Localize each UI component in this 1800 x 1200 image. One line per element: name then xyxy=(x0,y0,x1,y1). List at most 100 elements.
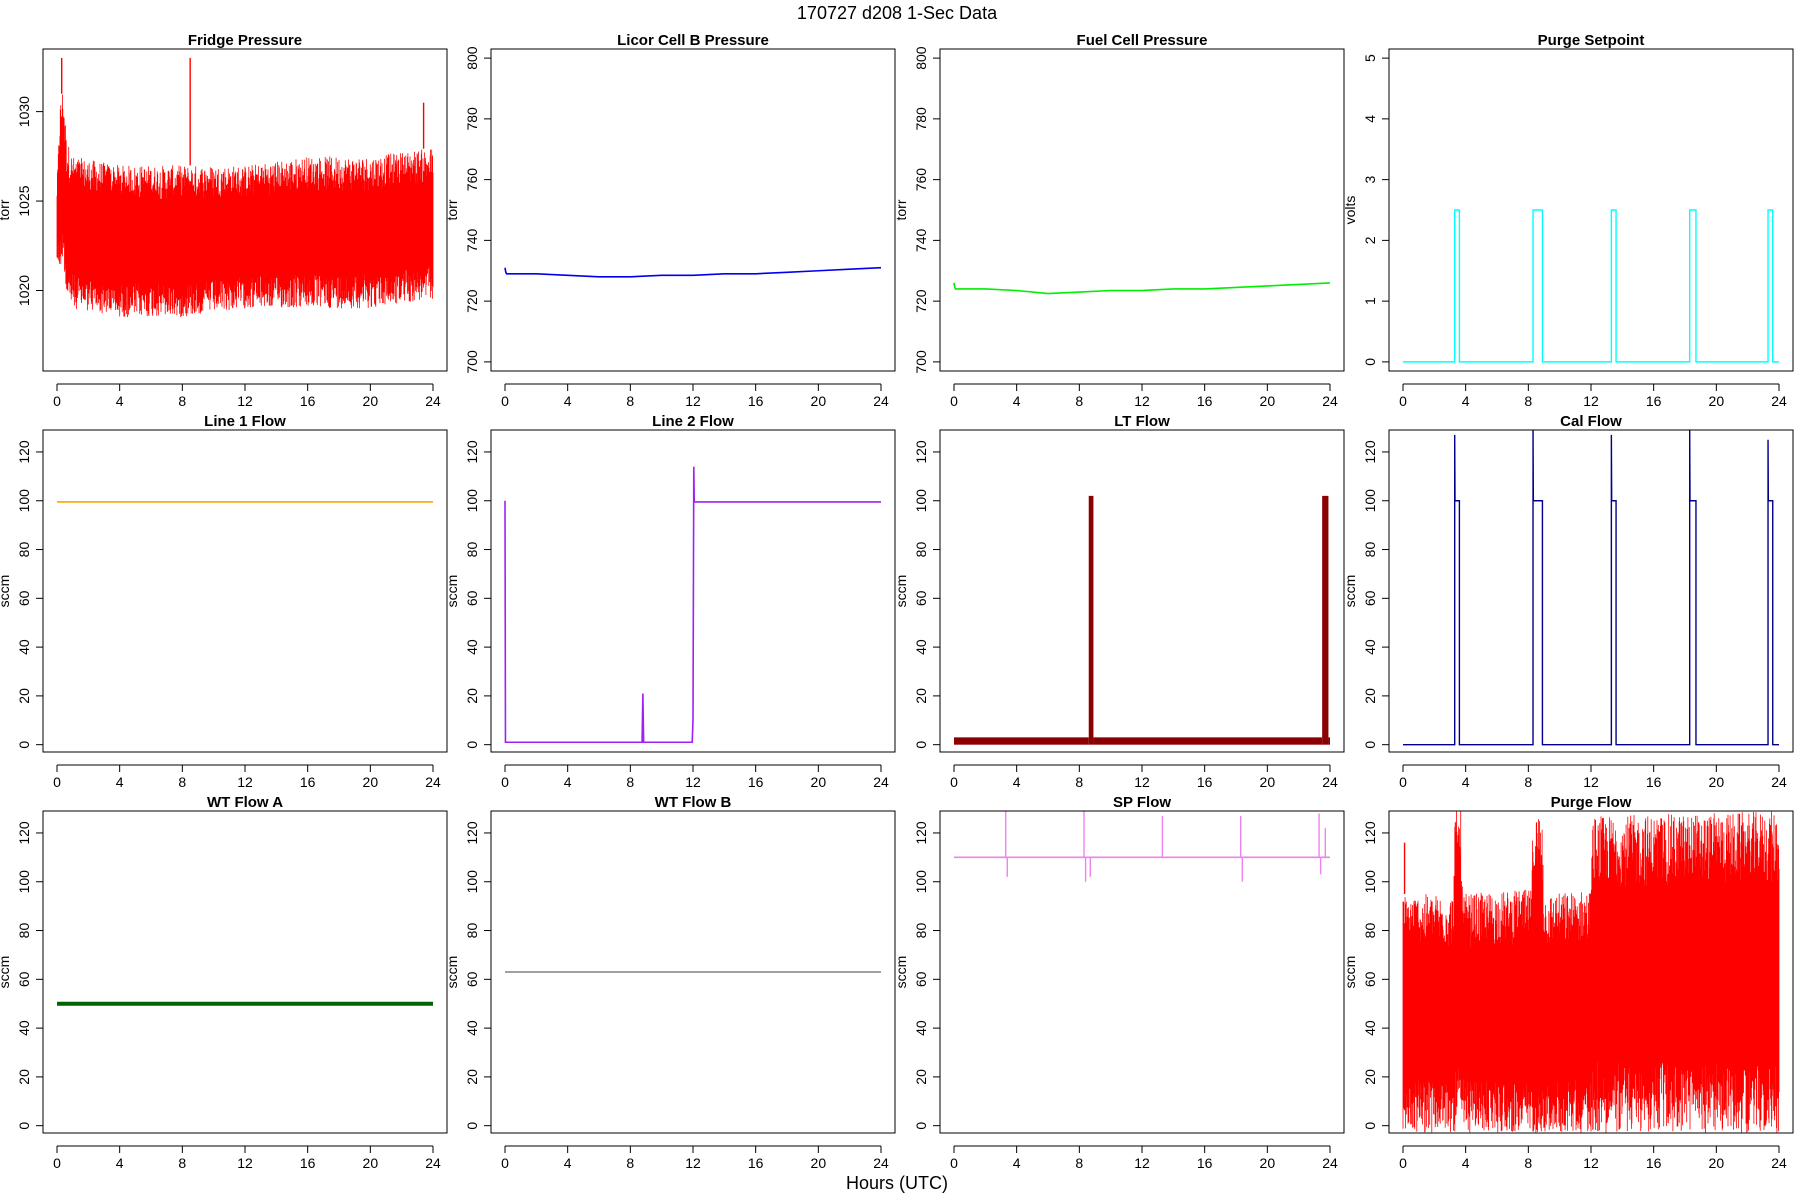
y-tick-label: 1025 xyxy=(16,185,32,216)
y-axis-label: sccm xyxy=(0,575,12,608)
panel-fridge-pressure: Fridge Pressure torr 1020 1025 1030 0 4 8 12 16 20… xyxy=(0,32,448,409)
y-tick-label: 0 xyxy=(16,741,32,749)
y-tick-label: 720 xyxy=(464,289,480,313)
plot-area xyxy=(56,57,434,318)
figure-xlabel: Hours (UTC) xyxy=(846,1173,948,1193)
x-tick-label: 12 xyxy=(237,393,253,409)
y-tick-label: 0 xyxy=(1362,358,1378,366)
series-line xyxy=(1403,209,1779,363)
plot-frame xyxy=(490,810,896,1134)
y-tick-label: 20 xyxy=(913,1069,929,1085)
panel-title: SP Flow xyxy=(1113,794,1171,811)
y-tick-label: 740 xyxy=(913,228,929,252)
y-tick-label: 0 xyxy=(913,741,929,749)
x-tick-label: 4 xyxy=(1013,1155,1021,1171)
x-tick-label: 12 xyxy=(1134,774,1150,790)
y-tick-label: 40 xyxy=(464,639,480,655)
y-tick-label: 700 xyxy=(913,350,929,374)
y-tick-label: 1020 xyxy=(16,275,32,306)
x-tick-label: 4 xyxy=(116,1155,124,1171)
x-tick-label: 20 xyxy=(1709,774,1725,790)
y-tick-label: 40 xyxy=(913,1020,929,1036)
y-tick-label: 720 xyxy=(913,289,929,313)
x-tick-label: 16 xyxy=(748,774,764,790)
x-tick-label: 24 xyxy=(425,774,441,790)
y-tick-label: 40 xyxy=(1362,1020,1378,1036)
x-tick-label: 16 xyxy=(1197,774,1213,790)
x-tick-label: 16 xyxy=(300,393,316,409)
plot-frame xyxy=(42,429,448,753)
x-tick-label: 12 xyxy=(685,774,701,790)
x-tick-label: 20 xyxy=(363,1155,379,1171)
x-tick-label: 20 xyxy=(1709,1155,1725,1171)
y-tick-label: 760 xyxy=(464,168,480,192)
panel-title: Purge Setpoint xyxy=(1538,32,1645,49)
y-tick-label: 80 xyxy=(1362,923,1378,939)
x-tick-label: 20 xyxy=(811,1155,827,1171)
y-tick-label: 100 xyxy=(913,870,929,894)
x-tick-label: 24 xyxy=(1322,774,1338,790)
y-axis-label: volts xyxy=(1342,196,1358,225)
x-tick-label: 24 xyxy=(1322,393,1338,409)
x-tick-label: 24 xyxy=(873,1155,889,1171)
y-axis-label: sccm xyxy=(0,956,12,989)
x-tick-label: 20 xyxy=(363,393,379,409)
y-tick-label: 100 xyxy=(16,870,32,894)
panel-title: WT Flow B xyxy=(655,794,732,811)
x-tick-label: 16 xyxy=(300,1155,316,1171)
y-tick-label: 40 xyxy=(16,639,32,655)
y-tick-label: 20 xyxy=(16,688,32,704)
y-tick-label: 120 xyxy=(464,821,480,845)
y-tick-label: 100 xyxy=(1362,489,1378,513)
y-tick-label: 120 xyxy=(1362,821,1378,845)
y-tick-label: 60 xyxy=(16,971,32,987)
y-tick-label: 0 xyxy=(913,1122,929,1130)
y-axis-label: sccm xyxy=(893,575,909,608)
y-tick-label: 780 xyxy=(913,107,929,131)
x-tick-label: 16 xyxy=(1646,393,1662,409)
plot-frame xyxy=(490,429,896,753)
x-tick-label: 16 xyxy=(1197,1155,1213,1171)
y-tick-label: 20 xyxy=(464,688,480,704)
y-tick-label: 80 xyxy=(1362,542,1378,558)
y-tick-label: 2 xyxy=(1362,236,1378,244)
y-axis-label: torr xyxy=(893,199,909,220)
x-tick-label: 24 xyxy=(1771,1155,1787,1171)
series-noise xyxy=(1402,811,1780,1133)
y-tick-label: 120 xyxy=(16,821,32,845)
x-tick-label: 20 xyxy=(811,774,827,790)
series-band xyxy=(1088,495,1094,745)
x-tick-label: 4 xyxy=(564,393,572,409)
x-tick-label: 4 xyxy=(1013,774,1021,790)
plot-frame xyxy=(939,429,1345,753)
y-tick-label: 80 xyxy=(464,542,480,558)
y-tick-label: 40 xyxy=(913,639,929,655)
series-band xyxy=(1093,737,1323,745)
y-tick-label: 100 xyxy=(1362,870,1378,894)
y-tick-label: 40 xyxy=(464,1020,480,1036)
plot-area xyxy=(504,466,881,744)
y-tick-label: 0 xyxy=(16,1122,32,1130)
y-tick-label: 100 xyxy=(464,870,480,894)
x-tick-label: 24 xyxy=(1771,774,1787,790)
y-tick-label: 80 xyxy=(464,923,480,939)
x-tick-label: 4 xyxy=(564,1155,572,1171)
series-band xyxy=(1322,495,1329,745)
x-tick-label: 12 xyxy=(237,774,253,790)
panel-wt-flow-a: WT Flow A sccm 0 20 40 60 80 100 120 0 4 8 12 16 20 24 xyxy=(0,794,448,1171)
panel-line-2-flow: Line 2 Flow sccm 0 20 40 60 80 100 120 0 4 8 12 16 20 2… xyxy=(444,413,896,790)
plot-frame xyxy=(1388,429,1794,753)
y-tick-label: 780 xyxy=(464,107,480,131)
x-tick-label: 0 xyxy=(501,1155,509,1171)
x-tick-label: 12 xyxy=(1583,1155,1599,1171)
plot-frame xyxy=(1388,48,1794,372)
y-tick-label: 60 xyxy=(913,590,929,606)
x-tick-label: 16 xyxy=(1646,774,1662,790)
y-tick-label: 0 xyxy=(464,741,480,749)
x-tick-label: 16 xyxy=(300,774,316,790)
y-tick-label: 5 xyxy=(1362,54,1378,62)
y-tick-label: 100 xyxy=(464,489,480,513)
